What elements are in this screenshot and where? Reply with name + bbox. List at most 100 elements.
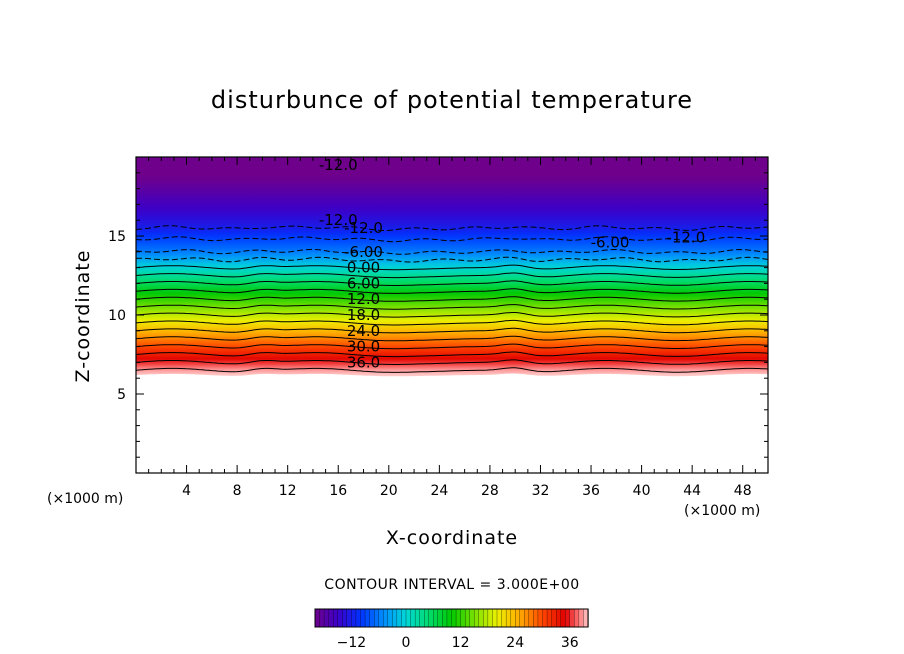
colorbar-cell <box>451 608 457 628</box>
colorbar-cell <box>405 608 412 628</box>
contour-line <box>136 296 768 302</box>
colorbar-cell <box>455 608 462 628</box>
contour-label: 36.0 <box>347 353 380 371</box>
contour-label: 12.0 <box>347 290 380 308</box>
colorbar-cell <box>319 608 325 628</box>
colorbar-tick-label: 0 <box>402 635 411 651</box>
x-tick-label: 24 <box>430 483 448 499</box>
colorbar-cell <box>424 608 430 628</box>
contour-line <box>136 304 768 310</box>
contour-label: -12.0 <box>344 219 383 237</box>
colorbar-cell <box>387 608 393 628</box>
colorbar-cell <box>410 608 416 628</box>
contour-line <box>136 280 768 286</box>
colorbar-cell <box>474 608 480 628</box>
y-tick-label: 5 <box>117 387 126 403</box>
colorbar-cell <box>373 608 380 628</box>
x-tick-label: 48 <box>734 483 752 499</box>
colorbar-cell <box>546 608 553 628</box>
colorbar-cell <box>414 608 421 628</box>
colorbar-cell <box>460 608 466 628</box>
contour-line <box>136 248 768 255</box>
contour-line <box>136 319 768 326</box>
colorbar-cell <box>469 608 475 628</box>
x-tick-label: 4 <box>182 483 191 499</box>
contour-line <box>136 288 768 294</box>
contour-line <box>136 256 768 263</box>
x-axis-unit: (×1000 m) <box>684 503 761 519</box>
contour-label: 30.0 <box>347 338 380 356</box>
colorbar-cell <box>419 608 425 628</box>
colorbar-cell <box>328 608 334 628</box>
contour-line <box>136 264 768 271</box>
colorbar-cell <box>478 608 484 628</box>
colorbar-cell <box>355 608 362 628</box>
colorbar-tick-label: 24 <box>506 635 524 651</box>
colorbar-cell <box>519 608 525 628</box>
x-tick-label: 12 <box>279 483 297 499</box>
colorbar-cell <box>483 608 489 628</box>
contour-line <box>136 312 768 318</box>
x-tick-label: 40 <box>633 483 651 499</box>
colorbar: −12 0 12 24 36 <box>314 608 589 651</box>
x-tick-label: 28 <box>481 483 499 499</box>
colorbar-cell <box>496 608 503 628</box>
colorbar-cell <box>364 608 371 628</box>
contour-line <box>136 272 768 279</box>
colorbar-cell <box>333 608 339 628</box>
contour-label: -12.0 <box>319 211 358 229</box>
colorbar-cell <box>392 608 398 628</box>
colorbar-tick-label: −12 <box>337 635 367 651</box>
contour-line <box>136 335 768 342</box>
x-tick-label: 32 <box>532 483 550 499</box>
colorbar-cell <box>569 608 575 628</box>
x-tick-label: 16 <box>329 483 347 499</box>
colorbar-cell <box>515 608 521 628</box>
colorbar-cell <box>383 608 389 628</box>
contour-label: 24.0 <box>347 322 380 340</box>
colorbar-cell <box>551 608 557 628</box>
field-fill <box>136 157 768 377</box>
colorbar-cell <box>396 608 403 628</box>
x-tick-label: 44 <box>683 483 701 499</box>
x-tick-label: 20 <box>380 483 398 499</box>
colorbar-tick-label: 12 <box>452 635 470 651</box>
colorbar-cell <box>360 608 366 628</box>
colorbar-cell <box>528 608 535 628</box>
colorbar-cell <box>428 608 434 628</box>
colorbar-cell <box>464 608 471 628</box>
colorbar-cell <box>446 608 453 628</box>
colorbar-cell <box>346 608 353 628</box>
y-tick-label: 15 <box>108 229 126 245</box>
contour-label: 0.00 <box>347 259 380 277</box>
colorbar-cell <box>574 608 580 628</box>
contour-line <box>136 359 768 365</box>
contour-label: 6.00 <box>347 274 380 292</box>
chart-title: disturbunce of potential temperature <box>210 86 694 114</box>
colorbar-frame <box>314 608 589 628</box>
colorbar-cell <box>524 608 530 628</box>
contour-line <box>136 367 768 373</box>
colorbar-cell <box>537 608 544 628</box>
colorbar-cell <box>542 608 548 628</box>
colorbar-cell <box>401 608 407 628</box>
colorbar-cell <box>501 608 507 628</box>
y-tick-label: 10 <box>108 308 126 324</box>
contour-field: 36.030.024.018.012.06.000.00-6.00-12.0-1… <box>136 156 768 377</box>
contour-line <box>136 225 768 231</box>
contour-line <box>136 327 768 334</box>
colorbar-cell <box>492 608 498 628</box>
colorbar-cell <box>505 608 512 628</box>
contour-line <box>136 351 768 358</box>
contour-label: -12.0 <box>319 156 358 174</box>
colorbar-cell <box>337 608 343 628</box>
x-tick-label: 8 <box>233 483 242 499</box>
colorbar-cell <box>378 608 384 628</box>
colorbar-cell <box>351 608 357 628</box>
x-axis-label: X-coordinate <box>385 527 519 549</box>
colorbar-cell <box>510 608 516 628</box>
y-axis-unit: (×1000 m) <box>47 491 124 507</box>
colorbar-cell <box>487 608 494 628</box>
